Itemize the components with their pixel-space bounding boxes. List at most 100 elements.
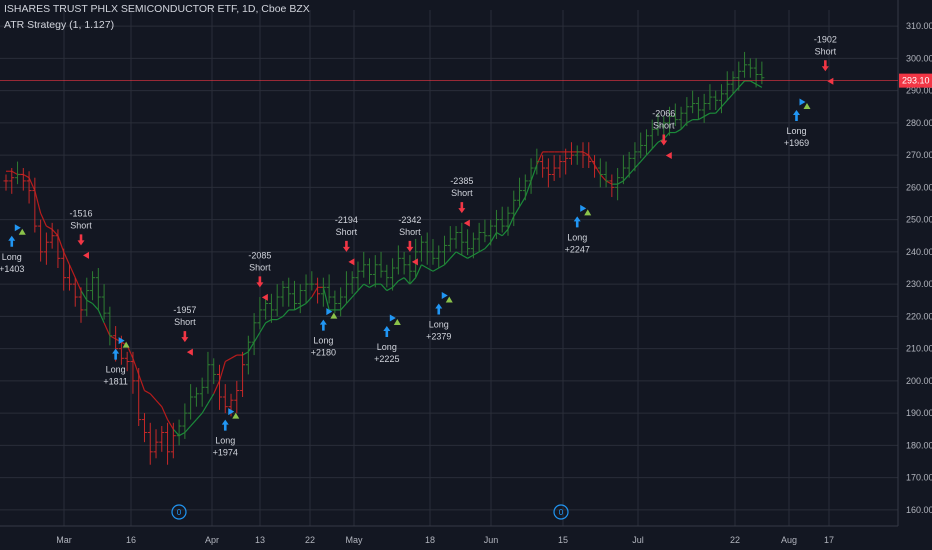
atr-stop-segment (63, 251, 71, 266)
indicator-label[interactable]: ATR Strategy (1, 1.127) (4, 19, 115, 31)
long-arrow-icon (792, 109, 800, 121)
y-tick-label: 270.00 (906, 150, 932, 160)
atr-stop-segment (305, 296, 313, 304)
y-tick-label: 310.00 (906, 21, 932, 31)
trade-direction-label: Long (429, 319, 449, 329)
atr-stop-segment (501, 228, 509, 237)
trade-profit-label: +2180 (311, 348, 336, 358)
short-arrow-icon (821, 60, 829, 72)
atr-stop-segment (398, 277, 405, 282)
atr-stop-segment (190, 419, 197, 427)
trade-direction-label: Long (106, 365, 126, 375)
atr-stop-segment (519, 196, 526, 208)
atr-stop-segment (80, 290, 88, 301)
atr-stop-segment (322, 287, 330, 311)
atr-stop-segment (172, 428, 180, 437)
event-marker-label: 0 (177, 508, 182, 517)
atr-stop-segment (11, 170, 18, 175)
atr-stop-segment (149, 393, 157, 401)
trade-direction-label: Short (399, 227, 421, 237)
atr-stop-segment (224, 357, 232, 363)
atr-stop-segment (524, 180, 532, 198)
event-marker-icon[interactable] (553, 504, 569, 520)
trade-profit-label: +1969 (784, 138, 809, 148)
entry-flag-icon (799, 98, 806, 106)
trade-profit-label: +1974 (213, 448, 238, 458)
atr-stop-segment (386, 286, 393, 292)
atr-stop-segment (34, 190, 42, 214)
atr-stop-segment (640, 154, 647, 162)
atr-stop-segment (634, 161, 642, 169)
last-price-label: 293.10 (902, 76, 930, 86)
long-arrow-icon (112, 348, 120, 360)
entry-flag-icon (228, 408, 235, 416)
short-arrow-icon (342, 240, 350, 252)
atr-stop-segment (57, 235, 65, 253)
x-tick-label: 22 (305, 535, 315, 545)
atr-stop-segment (109, 335, 116, 340)
trade-profit-label: -2085 (248, 250, 271, 260)
chart-title: ISHARES TRUST PHLX SEMICONDUCTOR ETF, 1D… (4, 3, 310, 15)
long-signal-triangle-icon (584, 209, 592, 216)
atr-stop-segment (738, 80, 746, 88)
y-tick-label: 300.00 (906, 53, 932, 63)
atr-stop-segment (201, 403, 209, 414)
trade-profit-label: +2379 (426, 331, 451, 341)
atr-stop-segment (490, 232, 497, 243)
short-arrow-icon (256, 276, 264, 288)
atr-stop-segment (138, 374, 146, 391)
event-marker-icon[interactable] (171, 504, 187, 520)
exit-flag-icon (463, 219, 470, 227)
long-arrow-icon (383, 326, 391, 338)
atr-stop-segment (755, 83, 763, 88)
entry-flag-icon (389, 314, 396, 322)
atr-stop-segment (363, 283, 370, 288)
exit-flag-icon (411, 258, 418, 266)
atr-stop-segment (455, 251, 463, 256)
atr-stop-segment (409, 277, 417, 285)
trade-direction-label: Long (567, 232, 587, 242)
short-arrow-icon (406, 240, 414, 252)
atr-stop-segment (536, 151, 544, 166)
atr-stop-segment (703, 112, 711, 117)
long-arrow-icon (221, 419, 229, 431)
trade-profit-label: +2225 (374, 354, 399, 364)
exit-flag-icon (186, 348, 193, 356)
y-tick-label: 260.00 (906, 182, 932, 192)
x-tick-label: Mar (56, 535, 72, 545)
trade-direction-label: Short (653, 120, 675, 130)
long-arrow-icon (435, 303, 443, 315)
atr-stop-segment (617, 180, 624, 185)
trade-direction-label: Short (249, 262, 271, 272)
atr-stop-segment (357, 283, 365, 291)
atr-stop-segment (732, 86, 740, 95)
trade-profit-label: -2342 (398, 215, 421, 225)
long-signal-triangle-icon (330, 312, 338, 319)
atr-stop-segment (432, 267, 440, 272)
trade-profit-label: -2066 (652, 108, 675, 118)
long-signal-triangle-icon (445, 296, 453, 303)
atr-stop-segment (403, 277, 411, 285)
atr-stop-segment (282, 309, 290, 317)
atr-stop-segment (582, 151, 590, 156)
atr-stop-segment (97, 309, 105, 324)
atr-stop-segment (184, 425, 192, 433)
entry-flag-icon (441, 291, 448, 299)
y-tick-label: 220.00 (906, 311, 932, 321)
trade-direction-label: Short (451, 188, 473, 198)
y-tick-label: 160.00 (906, 505, 932, 515)
atr-stop-segment (726, 93, 734, 101)
x-tick-label: 22 (730, 535, 740, 545)
long-arrow-icon (573, 216, 581, 228)
atr-stop-segment (161, 406, 169, 420)
atr-stop-segment (686, 119, 693, 124)
trade-direction-label: Short (174, 317, 196, 327)
y-tick-label: 240.00 (906, 247, 932, 257)
event-marker-label: 0 (559, 508, 564, 517)
x-tick-label: 15 (558, 535, 568, 545)
x-tick-label: 13 (255, 535, 265, 545)
trade-direction-label: Short (336, 227, 358, 237)
atr-stop-segment (213, 380, 221, 395)
